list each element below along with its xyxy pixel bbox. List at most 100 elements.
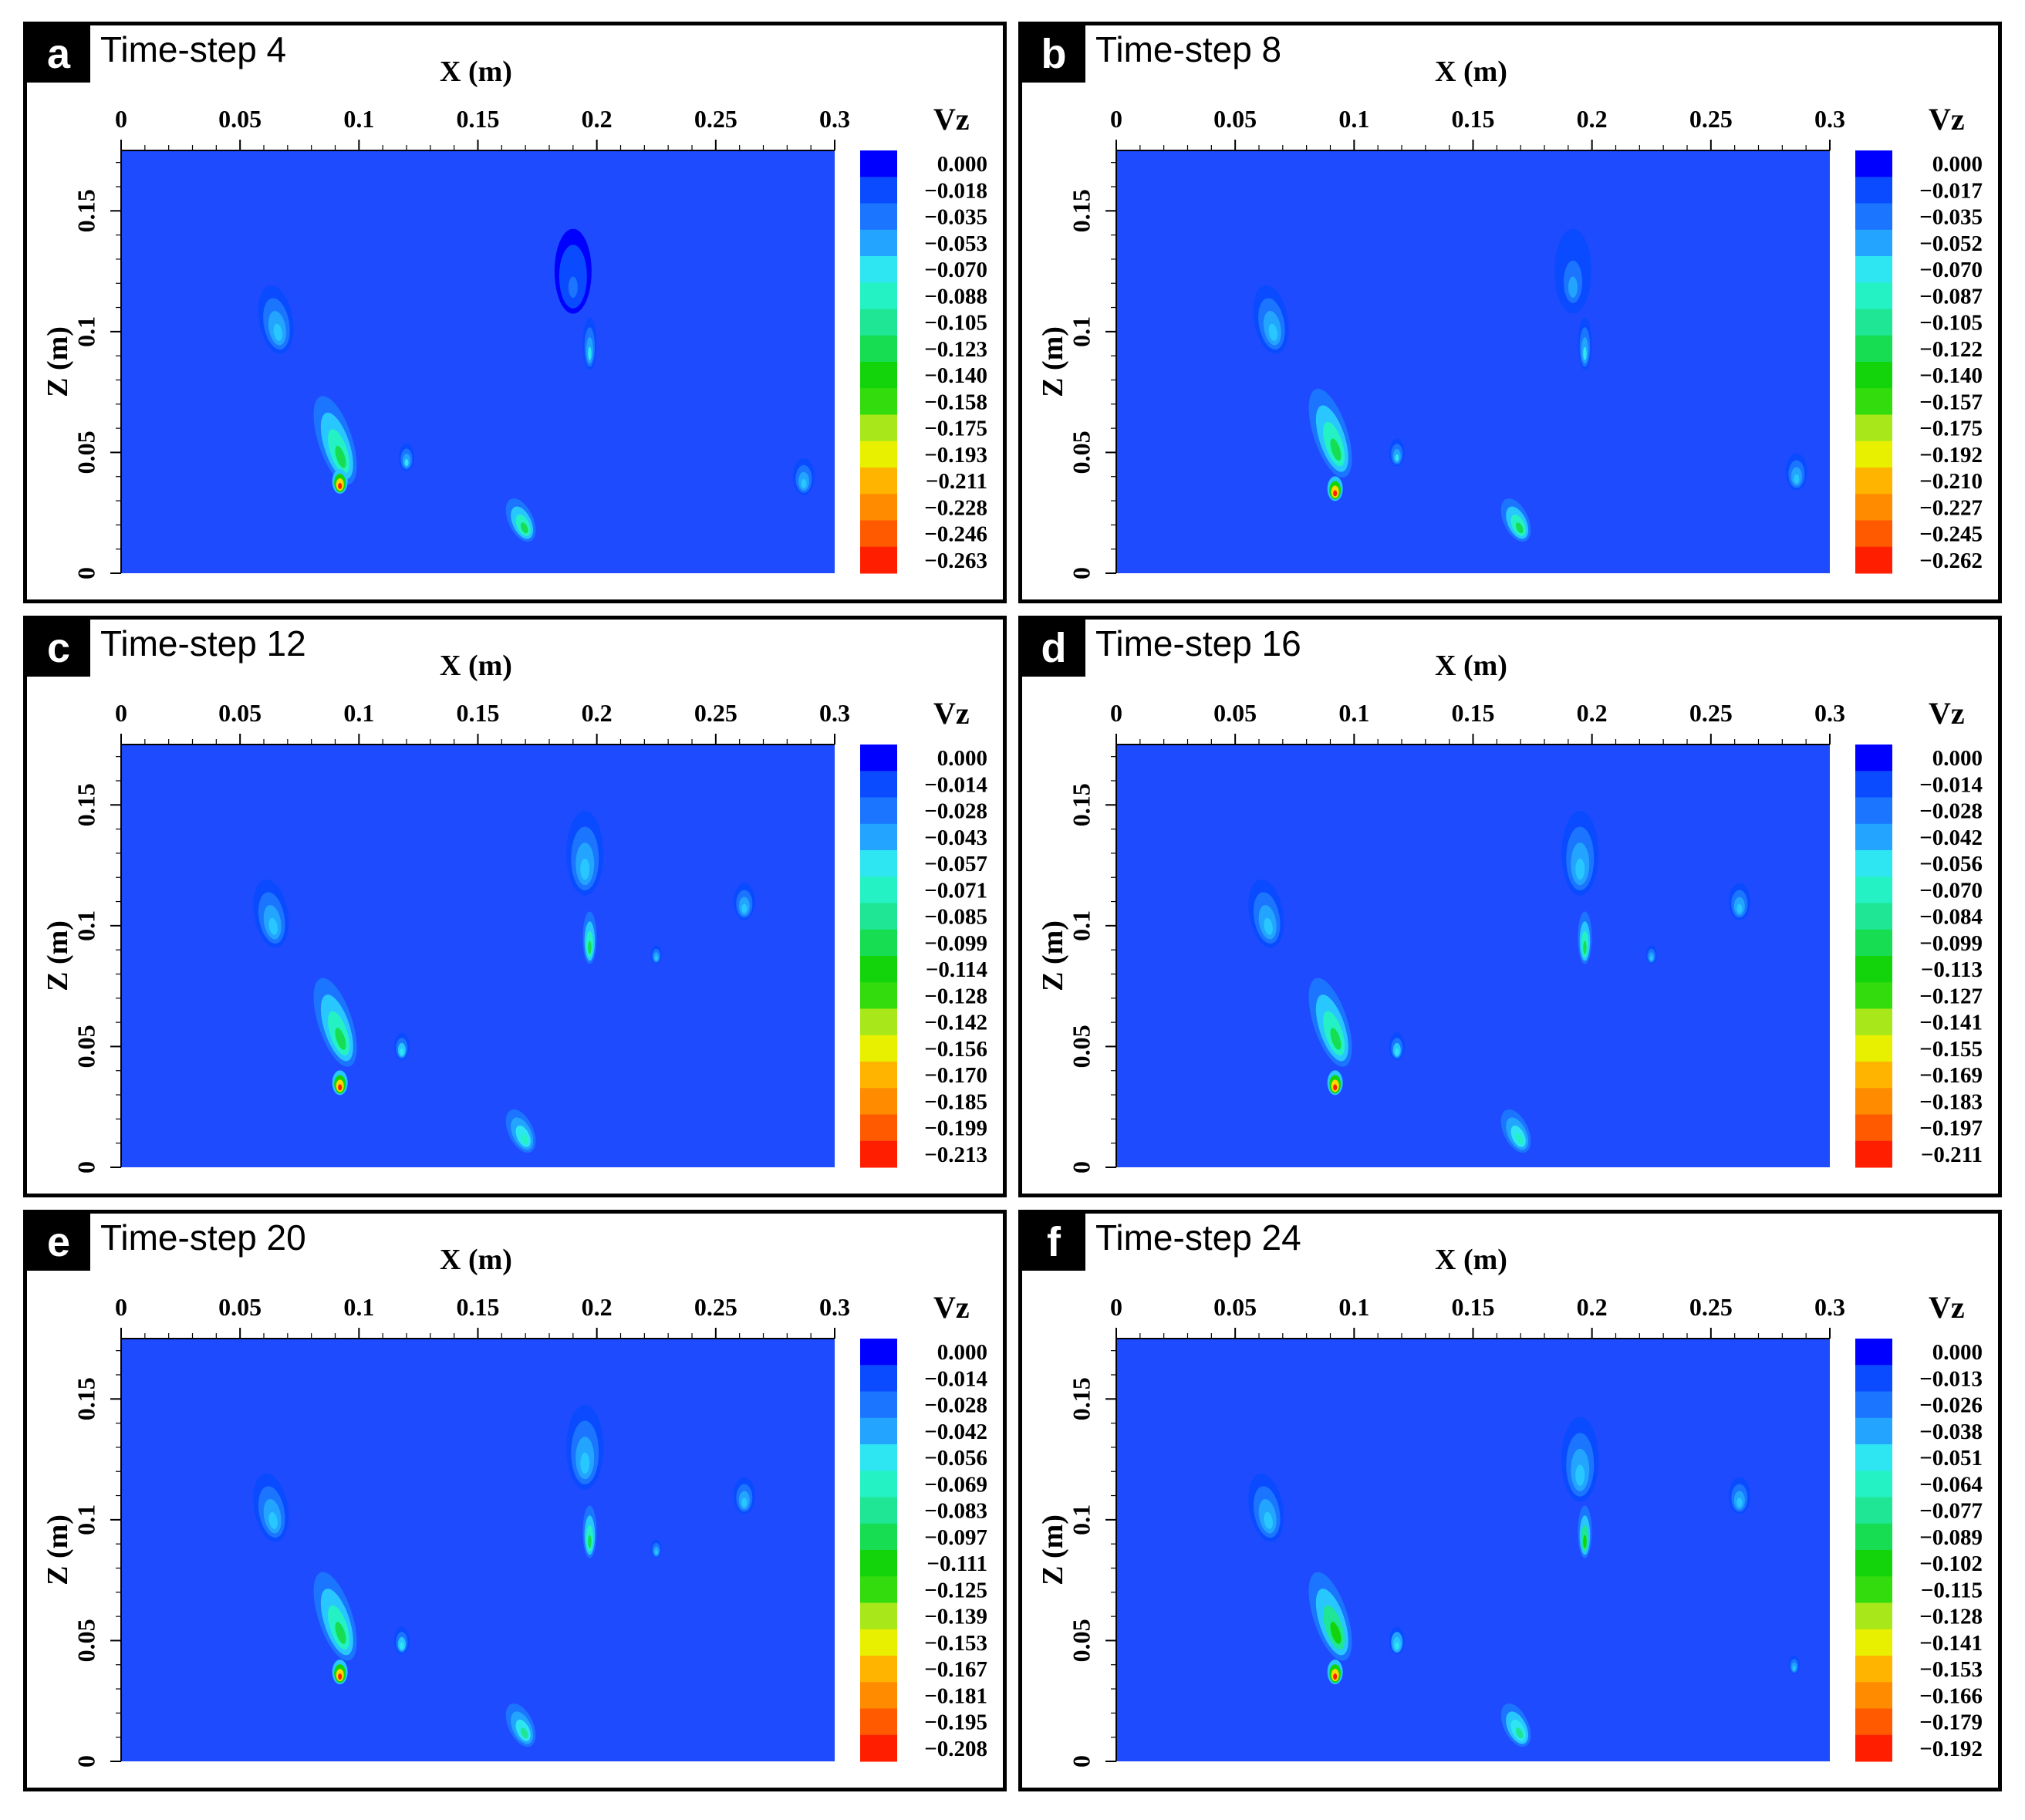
feature-contour [588, 1535, 592, 1548]
velocity-feature [1578, 1505, 1592, 1558]
colorbar-title: Vz [1929, 696, 1965, 731]
velocity-feature [1554, 228, 1591, 314]
y-tick-label: 0.05 [72, 1025, 100, 1068]
colorbar-label: −0.070 [924, 258, 987, 282]
colorbar-segment [1855, 956, 1892, 983]
feature-contour [1333, 490, 1338, 497]
colorbar-label: −0.069 [924, 1472, 987, 1497]
colorbar-segment [1855, 1682, 1892, 1709]
velocity-feature [582, 1505, 597, 1558]
colorbar-segment [860, 1682, 897, 1709]
colorbar-label: −0.153 [1919, 1657, 1983, 1682]
y-tick-label: 0 [1067, 1161, 1095, 1173]
x-tick-label: 0.2 [582, 699, 613, 727]
velocity-feature [1308, 978, 1352, 1067]
x-tick-label: 0 [1110, 699, 1122, 727]
x-axis-label: X (m) [440, 1244, 512, 1276]
y-tick-label: 0.15 [1067, 783, 1095, 826]
colorbar-label: −0.183 [1919, 1089, 1983, 1114]
velocity-feature [1578, 911, 1592, 964]
colorbar-segment [860, 956, 897, 983]
velocity-feature [792, 458, 815, 495]
velocity-feature [258, 285, 294, 354]
colorbar-segment [1855, 520, 1892, 548]
colorbar-label: −0.070 [1919, 258, 1983, 282]
colorbar-label: −0.051 [1919, 1446, 1983, 1471]
feature-contour [1333, 1084, 1338, 1091]
x-tick-label: 0 [1110, 105, 1122, 133]
colorbar-segment [860, 1734, 897, 1762]
y-tick-label: 0.15 [72, 1377, 100, 1420]
colorbar-label: −0.064 [1919, 1472, 1983, 1497]
y-tick-label: 0.05 [1067, 1025, 1095, 1068]
x-tick-label: 0.15 [457, 1293, 500, 1321]
panel-letter: f [1022, 1214, 1085, 1271]
feature-contour [335, 1622, 346, 1644]
feature-contour [1268, 323, 1278, 341]
colorbar-segment [1855, 256, 1892, 283]
colorbar-segment [1855, 1114, 1892, 1142]
x-tick-label: 0 [115, 105, 127, 133]
y-tick-label: 0.1 [1067, 316, 1095, 347]
colorbar-label: −0.105 [1919, 311, 1983, 336]
colorbar-segment [1855, 1008, 1892, 1036]
panel-d: d Time-step 16 X (m) Z (m) Vz 0 0.05 0.1 0.15 0.2… [1018, 616, 2002, 1197]
x-tick-label: 0.3 [1814, 105, 1845, 133]
feature-contour [655, 955, 658, 961]
feature-contour [1264, 917, 1273, 935]
colorbar-segment [860, 441, 897, 468]
panel-letter: e [27, 1214, 90, 1271]
colorbar-segment [1855, 1550, 1892, 1577]
colorbar-segment [860, 797, 897, 825]
feature-contour [655, 1549, 658, 1555]
feature-contour [1264, 1511, 1273, 1529]
colorbar-segment [860, 203, 897, 231]
colorbar-label: −0.038 [1919, 1420, 1983, 1444]
colorbar-segment [860, 1339, 897, 1366]
colorbar-label: −0.084 [1919, 905, 1983, 930]
x-tick-label: 0.15 [1452, 699, 1495, 727]
colorbar-label: −0.246 [924, 522, 987, 547]
x-tick-label: 0.05 [218, 699, 262, 727]
velocity-feature [253, 879, 289, 948]
colorbar-label: −0.014 [924, 772, 987, 797]
colorbar-label: −0.140 [924, 363, 987, 388]
velocity-feature [1785, 453, 1807, 491]
feature-contour [338, 1084, 343, 1091]
velocity-feature [313, 1572, 357, 1661]
x-tick-label: 0.1 [1338, 699, 1369, 727]
colorbar-segment [1855, 309, 1892, 336]
x-tick-label: 0.1 [1338, 105, 1369, 133]
colorbar-label: −0.122 [1919, 337, 1983, 362]
feature-contour [1395, 1048, 1399, 1055]
x-tick-label: 0.05 [218, 1293, 262, 1321]
colorbar-label: −0.035 [1919, 205, 1983, 230]
velocity-feature [582, 317, 597, 370]
colorbar-segment [860, 982, 897, 1009]
colorbar-label: −0.141 [1919, 1631, 1983, 1656]
colorbar-label: −0.170 [924, 1063, 987, 1088]
x-axis-label: X (m) [440, 56, 512, 88]
y-tick-label: 0.1 [72, 1504, 100, 1535]
velocity-feature [505, 1109, 536, 1153]
colorbar-label: −0.128 [924, 984, 987, 1008]
panel-letter: a [27, 25, 90, 83]
y-tick-label: 0.05 [1067, 1619, 1095, 1662]
panel-title: Time-step 24 [1095, 1217, 1301, 1258]
colorbar-segment [860, 1035, 897, 1062]
x-tick-label: 0.05 [1213, 105, 1257, 133]
colorbar-segment [1855, 362, 1892, 389]
colorbar-segment [1855, 745, 1892, 772]
colorbar-segment [1855, 823, 1892, 851]
colorbar-segment [1855, 203, 1892, 231]
colorbar-segment [1855, 546, 1892, 574]
colorbar-segment [860, 150, 897, 177]
feature-contour [520, 1727, 528, 1739]
chart-svg: 0 0.05 0.1 0.15 0.2 0.25 0.300.050.10.150.000−… [72, 1293, 987, 1768]
colorbar-segment [1855, 929, 1892, 957]
feature-contour [335, 1028, 346, 1050]
x-tick-label: 0.2 [1577, 105, 1608, 133]
velocity-feature [566, 1404, 604, 1490]
colorbar-label: −0.028 [1919, 799, 1983, 824]
